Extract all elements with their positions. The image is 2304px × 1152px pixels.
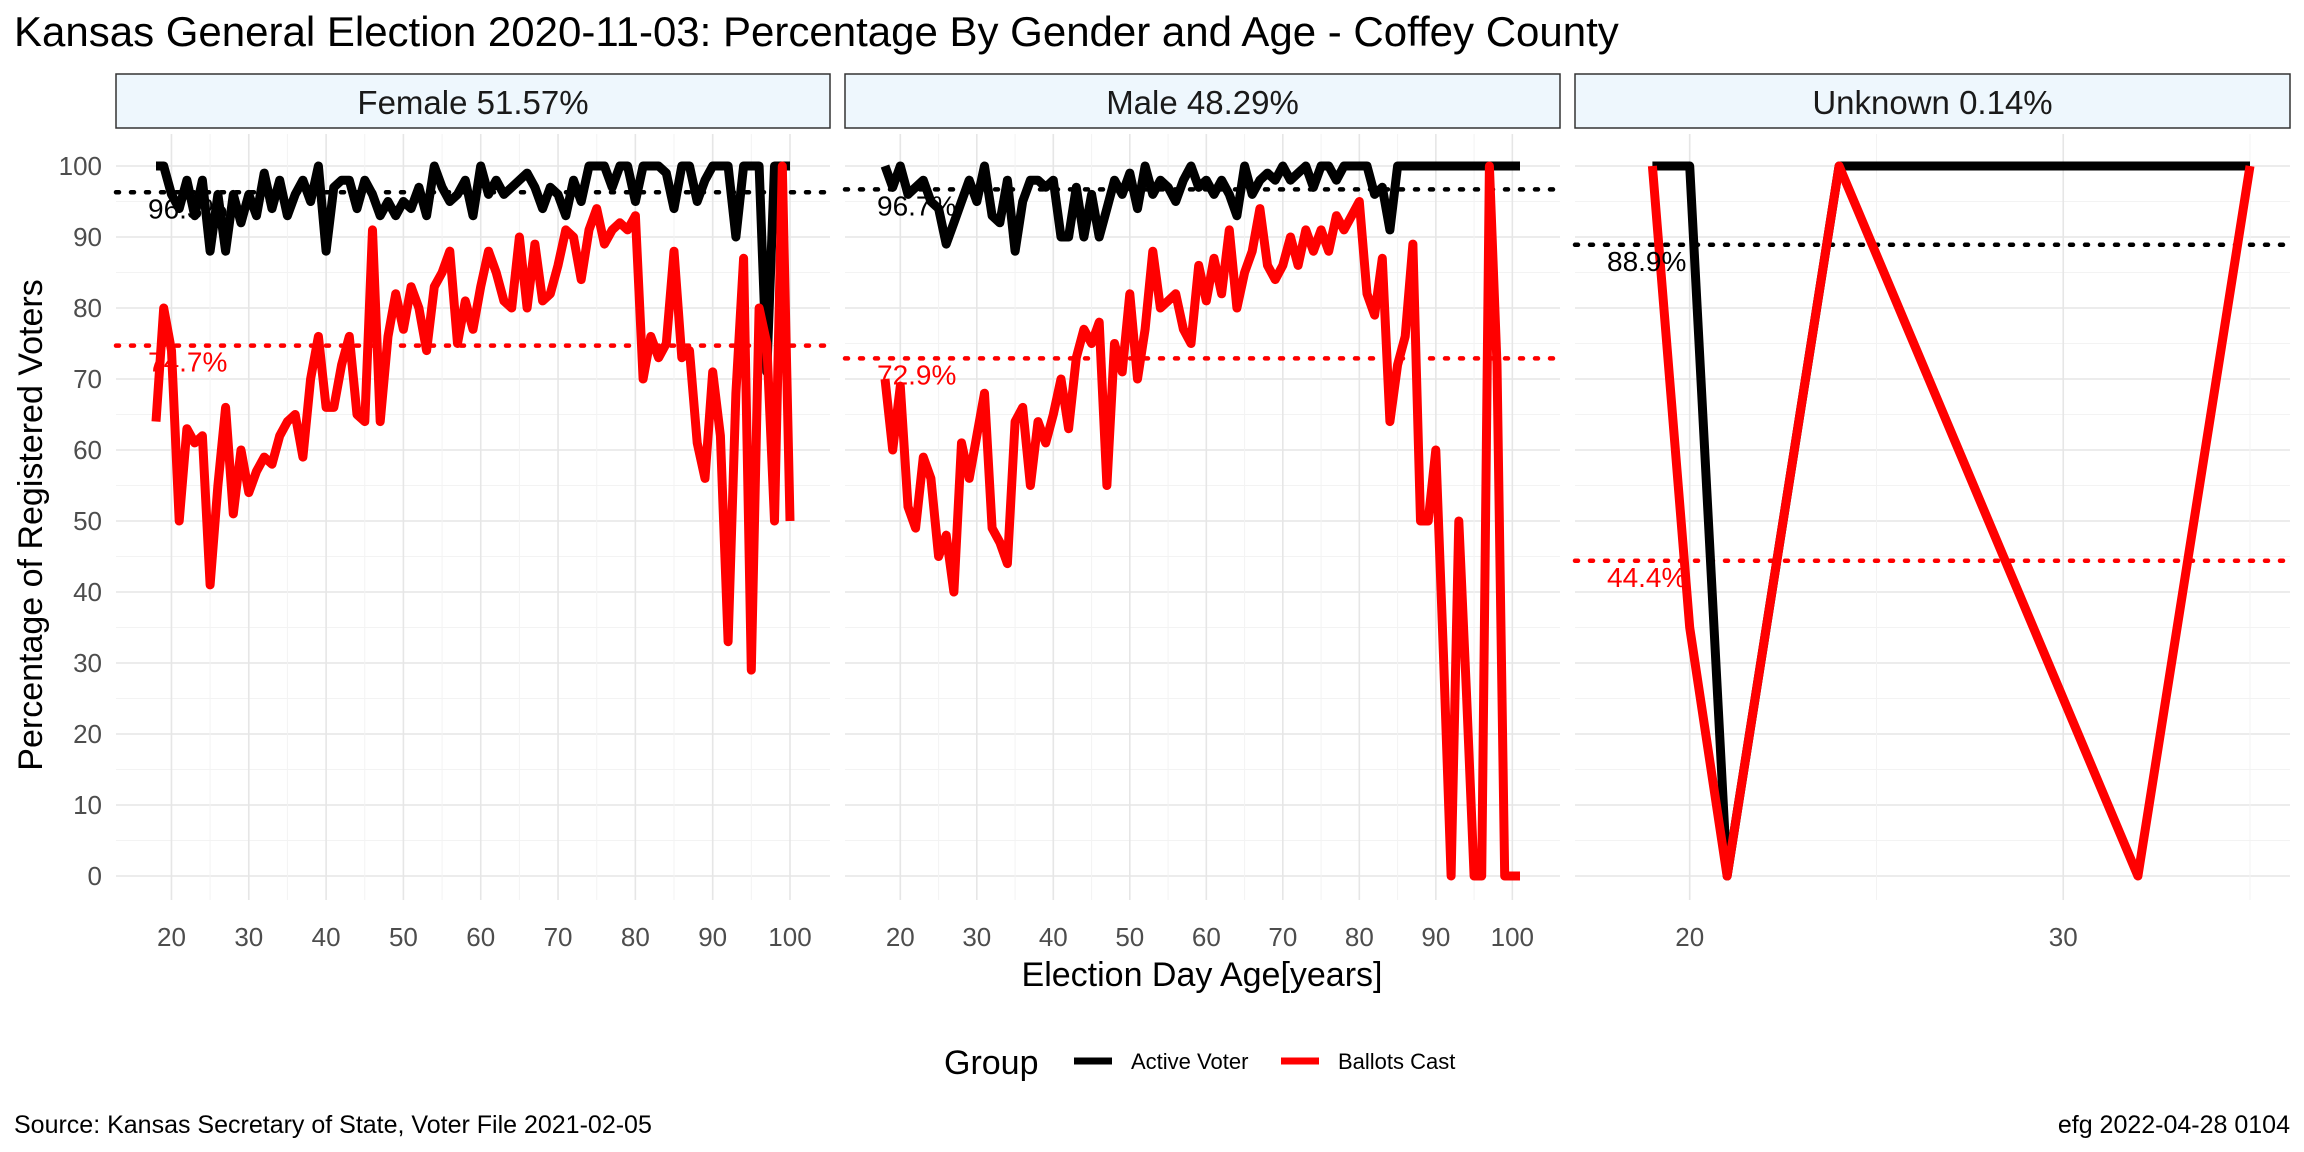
facet-strip <box>844 73 1561 129</box>
y-tick-label: 80 <box>73 293 102 323</box>
facet-strip <box>1574 73 2291 129</box>
caption-source: Source: Kansas Secretary of State, Voter… <box>14 1111 652 1139</box>
x-tick-label: 20 <box>886 922 915 952</box>
y-tick-label: 30 <box>73 648 102 678</box>
facet-panel: Female 51.57% 0 10 20 30 40 50 60 70 80 90 100 20 30 4… <box>59 73 833 952</box>
y-tick-label: 40 <box>73 577 102 607</box>
x-tick-label: 70 <box>544 922 573 952</box>
x-tick-label: 20 <box>1675 922 1704 952</box>
legend-title: Group <box>944 1044 1039 1082</box>
facet-strip-label: Female 51.57% <box>357 84 588 121</box>
x-tick-label: 100 <box>1491 922 1534 952</box>
legend-label-ballots-cast: Ballots Cast <box>1338 1049 1455 1074</box>
facet-strip-label: Male 48.29% <box>1106 84 1299 121</box>
facet-strip <box>115 73 831 129</box>
x-tick-label: 60 <box>1192 922 1221 952</box>
y-tick-label: 70 <box>73 364 102 394</box>
x-tick-label: 50 <box>1115 922 1144 952</box>
series-line-active-voter <box>880 161 1520 256</box>
ballots-mean-label: 72.9% <box>877 359 956 390</box>
x-tick-label: 40 <box>312 922 341 952</box>
x-axis-title: Election Day Age[years] <box>1022 956 1383 994</box>
y-tick-label: 60 <box>73 435 102 465</box>
series-line-ballots-cast <box>880 161 1520 881</box>
series-line-active-voter <box>156 161 790 377</box>
facet-panel: Unknown 0.14% 20 30 88.9% 44.4% <box>1572 73 2293 952</box>
facet-panels: Female 51.57% 0 10 20 30 40 50 60 70 80 90 100 20 30 4… <box>59 73 2293 952</box>
facet-strip-label: Unknown 0.14% <box>1812 84 2052 121</box>
y-tick-label: 20 <box>73 719 102 749</box>
y-tick-label: 50 <box>73 506 102 536</box>
active-mean-label: 96.7% <box>877 190 956 221</box>
active-mean-label: 88.9% <box>1607 246 1686 277</box>
x-tick-label: 30 <box>2049 922 2078 952</box>
series-line-ballots-cast <box>1647 161 2255 881</box>
y-tick-label: 0 <box>88 861 102 891</box>
y-tick-label: 10 <box>73 790 102 820</box>
x-tick-label: 100 <box>768 922 811 952</box>
y-tick-label: 90 <box>73 222 102 252</box>
chart-title: Kansas General Election 2020-11-03: Perc… <box>14 8 1619 55</box>
ballots-mean-label: 74.7% <box>148 347 227 378</box>
x-tick-label: 90 <box>698 922 727 952</box>
x-tick-label: 80 <box>1345 922 1374 952</box>
y-tick-label: 100 <box>59 151 102 181</box>
x-tick-label: 30 <box>962 922 991 952</box>
x-tick-label: 80 <box>621 922 650 952</box>
series-line-ballots-cast <box>151 161 795 675</box>
caption-credit: efg 2022-04-28 0104 <box>2058 1111 2290 1139</box>
ballots-mean-label: 44.4% <box>1607 562 1686 593</box>
facet-panel: Male 48.29% 20 30 40 50 60 70 80 90 100 96.7% 72.9% <box>842 73 1563 952</box>
legend: Group Active Voter Ballots Cast <box>944 1044 1455 1082</box>
legend-label-active-voter: Active Voter <box>1131 1049 1248 1074</box>
active-mean-label: 96.3% <box>148 193 227 224</box>
x-tick-label: 90 <box>1421 922 1450 952</box>
x-tick-label: 50 <box>389 922 418 952</box>
x-tick-label: 20 <box>157 922 186 952</box>
x-tick-label: 40 <box>1039 922 1068 952</box>
y-axis-title: Percentage of Registered Voters <box>12 279 50 770</box>
x-tick-label: 70 <box>1268 922 1297 952</box>
x-tick-label: 30 <box>234 922 263 952</box>
x-tick-label: 60 <box>466 922 495 952</box>
